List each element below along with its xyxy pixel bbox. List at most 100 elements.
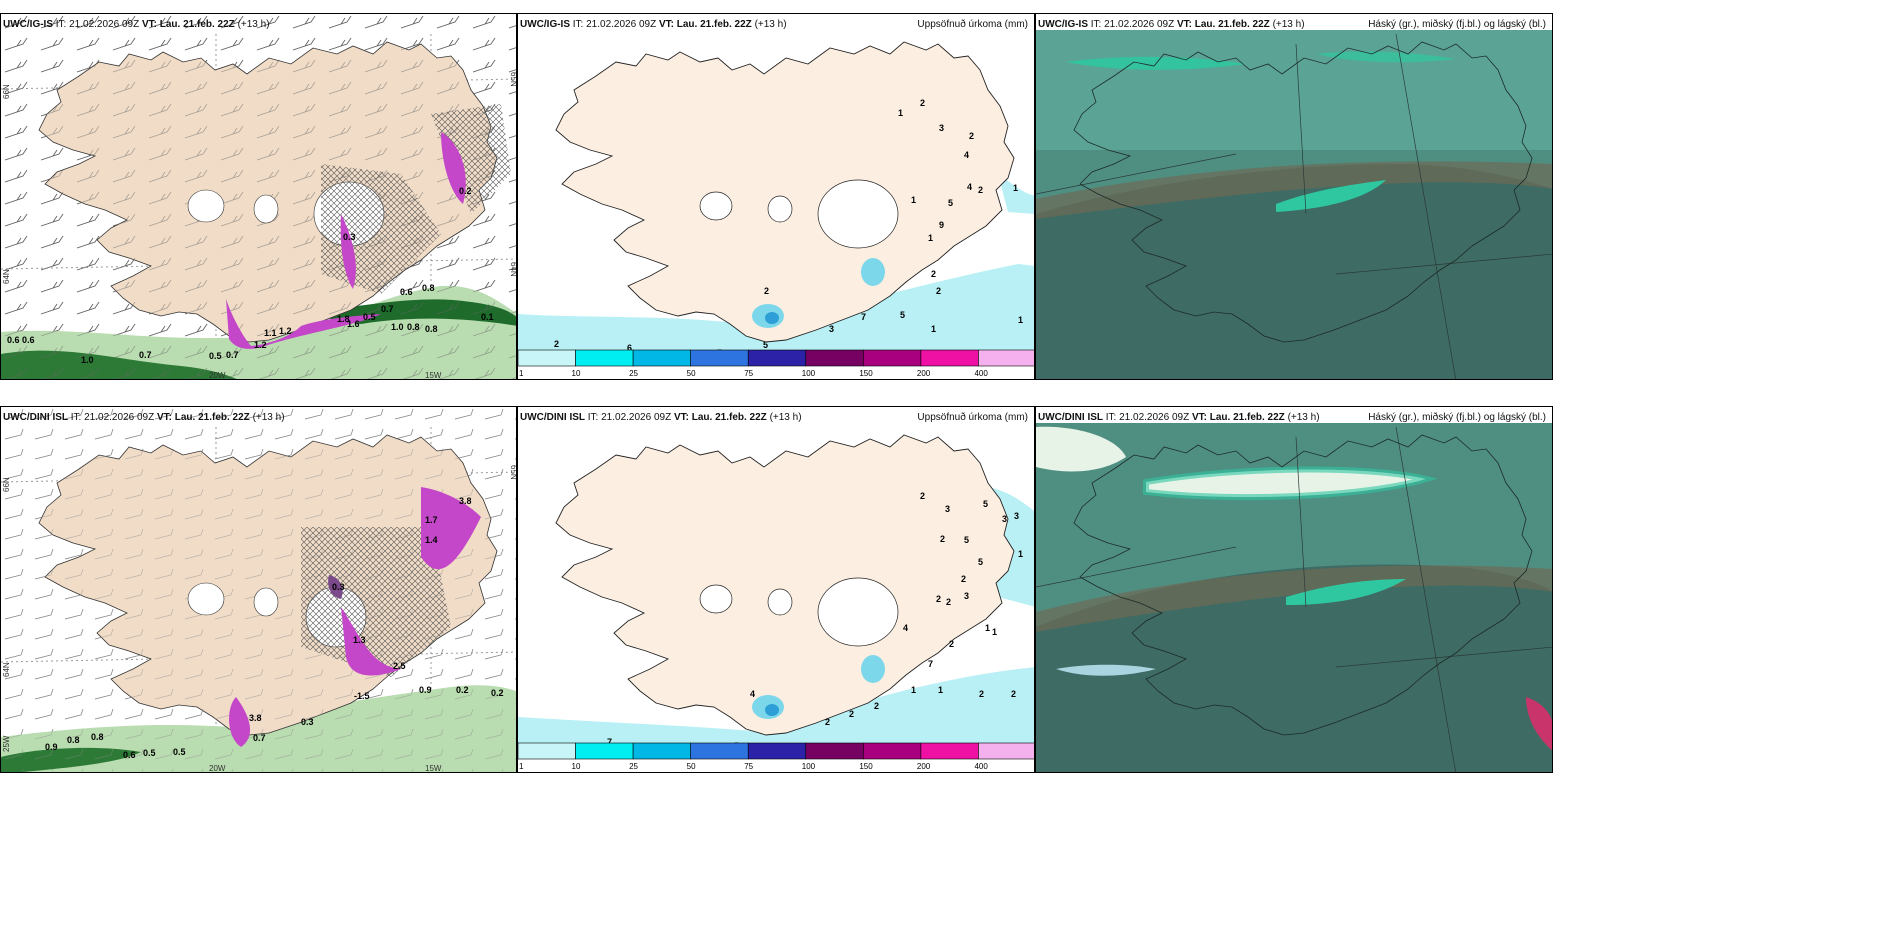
colorbar-cell xyxy=(863,742,922,760)
svg-text:65N: 65N xyxy=(509,465,517,480)
svg-text:2: 2 xyxy=(764,286,769,296)
svg-text:1: 1 xyxy=(938,685,943,695)
svg-text:20W: 20W xyxy=(209,371,226,380)
wind-map-bottom: 3.8 1.7 1.4 0.3 1.3 2.5 -1.5 0.9 0.2 0.2… xyxy=(1,407,517,773)
svg-text:64N: 64N xyxy=(2,269,11,284)
svg-text:1.2: 1.2 xyxy=(279,326,292,336)
svg-text:1: 1 xyxy=(1018,549,1023,559)
colorbar-cell xyxy=(863,349,922,367)
svg-text:2: 2 xyxy=(961,574,966,584)
grid-labels-bottom: 66N 64N 65N 20W 15W 25W xyxy=(2,465,517,773)
svg-text:0.7: 0.7 xyxy=(226,350,239,360)
colorbar-label: 50 xyxy=(687,762,696,771)
colorbar-label: 10 xyxy=(572,762,581,771)
colorbar-cell xyxy=(518,742,576,760)
colorbar-label: 200 xyxy=(917,369,931,378)
svg-text:5: 5 xyxy=(978,557,983,567)
svg-text:0.8: 0.8 xyxy=(407,322,420,332)
colorbar-cell xyxy=(575,349,634,367)
svg-text:3: 3 xyxy=(1014,511,1019,521)
precip-values-top: 1 2 3 2 4 4 2 1 5 9 1 1 2 2 2 7 5 3 1 1 … xyxy=(554,98,1023,358)
svg-text:7: 7 xyxy=(607,737,612,747)
svg-text:-1.5: -1.5 xyxy=(354,691,370,701)
wind-map-top: 0.6 0.8 1.0 0.8 0.8 0.6 0.7 0.5 0.7 1.0 … xyxy=(1,14,516,380)
svg-text:2: 2 xyxy=(949,639,954,649)
colorbar-label: 400 xyxy=(974,369,988,378)
svg-text:1: 1 xyxy=(911,685,916,695)
svg-text:1.3: 1.3 xyxy=(353,635,366,645)
colorbar-cell xyxy=(575,742,634,760)
colorbar-cell xyxy=(978,349,1034,367)
svg-text:0.6: 0.6 xyxy=(22,335,35,345)
svg-text:0.7: 0.7 xyxy=(381,304,394,314)
colorbar-label: 200 xyxy=(917,762,931,771)
svg-text:15W: 15W xyxy=(425,371,442,380)
svg-text:15W: 15W xyxy=(425,764,442,773)
colorbar-top: 1 10 25 50 75 100 150 200 400 xyxy=(518,349,1034,379)
svg-text:5: 5 xyxy=(900,310,905,320)
svg-text:1: 1 xyxy=(911,195,916,205)
svg-text:1: 1 xyxy=(1018,315,1023,325)
svg-text:2: 2 xyxy=(874,701,879,711)
svg-text:3: 3 xyxy=(939,123,944,133)
svg-text:5: 5 xyxy=(948,198,953,208)
cloud-map-top xyxy=(1036,30,1552,379)
svg-text:20W: 20W xyxy=(209,764,226,773)
svg-text:5: 5 xyxy=(983,499,988,509)
svg-text:0.9: 0.9 xyxy=(419,685,432,695)
precip-panel-bottom: 2 3 2 5 3 3 1 5 5 2 3 2 2 1 1 2 4 7 1 1 … xyxy=(517,406,1035,773)
precip-panel-top: 1 2 3 2 4 4 2 1 5 9 1 1 2 2 2 7 5 3 1 1 … xyxy=(517,13,1035,380)
colorbar-label: 1 xyxy=(519,369,524,378)
cloud-title: Háský (gr.), miðský (fj.bl.) og lágský (… xyxy=(1368,19,1546,30)
cloud-panel-bottom: UWC/DINI ISL IT: 21.02.2026 09Z VT: Lau.… xyxy=(1035,406,1553,773)
svg-text:2: 2 xyxy=(1011,689,1016,699)
colorbar-cell xyxy=(805,742,864,760)
svg-text:2: 2 xyxy=(936,286,941,296)
colorbar-label: 75 xyxy=(744,762,753,771)
colorbar-cell xyxy=(747,742,807,760)
svg-text:64N: 64N xyxy=(2,662,11,677)
svg-text:0.8: 0.8 xyxy=(425,324,438,334)
svg-text:5: 5 xyxy=(964,535,969,545)
svg-text:0.2: 0.2 xyxy=(491,688,504,698)
svg-text:1.0: 1.0 xyxy=(81,355,94,365)
svg-text:2: 2 xyxy=(920,98,925,108)
svg-text:2: 2 xyxy=(825,717,830,727)
svg-text:3: 3 xyxy=(829,324,834,334)
panel-header: UWC/IG-IS IT: 21.02.2026 09Z VT: Lau. 21… xyxy=(1038,19,1305,30)
svg-text:2: 2 xyxy=(849,709,854,719)
svg-text:0.2: 0.2 xyxy=(456,685,469,695)
colorbar-label: 1 xyxy=(519,762,524,771)
svg-text:3.8: 3.8 xyxy=(459,496,472,506)
svg-text:0.7: 0.7 xyxy=(139,350,152,360)
svg-text:1.4: 1.4 xyxy=(425,535,438,545)
wind-panel-bottom: 3.8 1.7 1.4 0.3 1.3 2.5 -1.5 0.9 0.2 0.2… xyxy=(0,406,517,773)
wind-values-bottom: 3.8 1.7 1.4 0.3 1.3 2.5 -1.5 0.9 0.2 0.2… xyxy=(45,496,504,760)
grid-labels-top: 66N 64N 65N 20W 15W 64N xyxy=(2,72,516,380)
svg-text:0.5: 0.5 xyxy=(173,747,186,757)
svg-text:0.5: 0.5 xyxy=(209,351,222,361)
cloud-map-bottom xyxy=(1036,423,1552,772)
colorbar-cell xyxy=(805,349,864,367)
colorbar-cell xyxy=(632,742,691,760)
svg-text:0.3: 0.3 xyxy=(301,717,314,727)
svg-text:4: 4 xyxy=(750,689,755,699)
svg-text:0.5: 0.5 xyxy=(143,748,156,758)
cloud-title: Háský (gr.), miðský (fj.bl.) og lágský (… xyxy=(1368,412,1546,423)
wind-values-top: 0.6 0.8 1.0 0.8 0.8 0.6 0.7 0.5 0.7 1.0 … xyxy=(7,186,494,365)
svg-text:3.8: 3.8 xyxy=(249,713,262,723)
svg-text:2: 2 xyxy=(978,185,983,195)
panel-header: UWC/IG-IS IT: 21.02.2026 09Z VT: Lau. 21… xyxy=(520,19,787,30)
svg-text:0.7: 0.7 xyxy=(253,733,266,743)
svg-text:0.1: 0.1 xyxy=(481,312,494,322)
precip-title: Uppsöfnuð úrkoma (mm) xyxy=(917,19,1028,30)
colorbar-bottom: 1 10 25 50 75 100 150 200 400 xyxy=(518,742,1034,772)
colorbar-label: 100 xyxy=(802,762,816,771)
svg-text:1: 1 xyxy=(992,627,997,637)
svg-text:2.5: 2.5 xyxy=(393,661,406,671)
colorbar-cell xyxy=(920,349,979,367)
dark-cloud xyxy=(1036,164,1552,379)
svg-text:2: 2 xyxy=(969,131,974,141)
cloud-panel-top: UWC/IG-IS IT: 21.02.2026 09Z VT: Lau. 21… xyxy=(1035,13,1553,380)
precip-map-bottom: 2 3 2 5 3 3 1 5 5 2 3 2 2 1 1 2 4 7 1 1 … xyxy=(518,434,1034,751)
